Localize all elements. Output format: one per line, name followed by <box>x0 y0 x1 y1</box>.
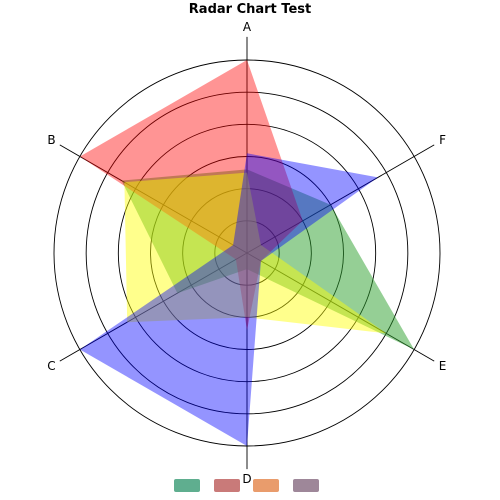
radar-series-group <box>79 60 415 447</box>
axis-label-E: E <box>439 359 447 373</box>
axis-label-A: A <box>243 20 252 34</box>
axis-label-C: C <box>47 359 55 373</box>
axis-label-B: B <box>47 133 55 147</box>
legend-swatch-3 <box>253 479 279 492</box>
series-polygon-2 <box>79 60 303 331</box>
axis-label-D: D <box>242 472 251 486</box>
axis-labels: A F E D C B <box>47 20 446 486</box>
legend <box>0 479 500 493</box>
series-polygon-1 <box>121 169 415 350</box>
legend-swatch-1 <box>174 479 200 492</box>
chart-title: Radar Chart Test <box>188 2 312 17</box>
legend-swatch-4 <box>292 479 319 492</box>
legend-swatch-2 <box>213 479 240 492</box>
axis-label-F: F <box>439 133 446 147</box>
series-polygon-4 <box>79 153 378 447</box>
series-polygon-3 <box>124 172 387 334</box>
